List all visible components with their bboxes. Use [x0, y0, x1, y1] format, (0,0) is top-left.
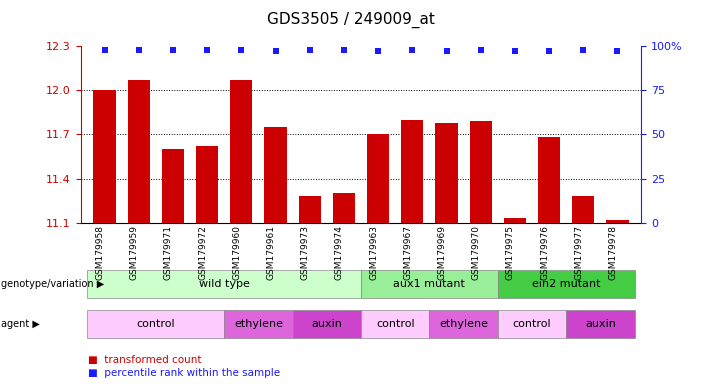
Bar	[538, 137, 560, 223]
Text: control: control	[512, 319, 551, 329]
Text: auxin: auxin	[585, 319, 615, 329]
Text: GSM179974: GSM179974	[335, 225, 344, 280]
Text: GSM179958: GSM179958	[95, 225, 104, 280]
Point	[612, 48, 623, 55]
Bar	[128, 80, 150, 223]
Bar	[504, 218, 526, 223]
Text: GDS3505 / 249009_at: GDS3505 / 249009_at	[266, 12, 435, 28]
Text: GSM179960: GSM179960	[232, 225, 241, 280]
Bar	[299, 196, 321, 223]
Text: GSM179977: GSM179977	[574, 225, 583, 280]
Point	[270, 48, 281, 55]
Bar	[264, 127, 287, 223]
Bar	[401, 120, 423, 223]
Point	[510, 48, 521, 55]
Text: wild type: wild type	[199, 279, 250, 289]
Text: GSM179963: GSM179963	[369, 225, 378, 280]
Point	[133, 46, 144, 53]
Bar	[230, 80, 252, 223]
Text: ethylene: ethylene	[234, 319, 283, 329]
Text: GSM179975: GSM179975	[506, 225, 515, 280]
Point	[475, 46, 486, 53]
Text: GSM179971: GSM179971	[164, 225, 173, 280]
Text: ethylene: ethylene	[439, 319, 488, 329]
Text: aux1 mutant: aux1 mutant	[393, 279, 465, 289]
Bar	[435, 122, 458, 223]
Bar	[333, 193, 355, 223]
Text: GSM179973: GSM179973	[301, 225, 310, 280]
Point	[236, 46, 247, 53]
Point	[407, 46, 418, 53]
Bar	[93, 90, 116, 223]
Text: GSM179976: GSM179976	[540, 225, 549, 280]
Point	[201, 46, 212, 53]
Text: GSM179959: GSM179959	[130, 225, 139, 280]
Text: GSM179970: GSM179970	[472, 225, 481, 280]
Bar	[162, 149, 184, 223]
Point	[441, 48, 452, 55]
Text: GSM179961: GSM179961	[266, 225, 275, 280]
Text: control: control	[137, 319, 175, 329]
Text: ■  percentile rank within the sample: ■ percentile rank within the sample	[88, 368, 280, 378]
Text: GSM179969: GSM179969	[437, 225, 447, 280]
Bar	[606, 220, 629, 223]
Text: control: control	[376, 319, 414, 329]
Text: ein2 mutant: ein2 mutant	[532, 279, 601, 289]
Bar	[367, 134, 389, 223]
Text: genotype/variation ▶: genotype/variation ▶	[1, 279, 104, 289]
Text: agent ▶: agent ▶	[1, 319, 40, 329]
Bar	[572, 196, 594, 223]
Text: GSM179978: GSM179978	[608, 225, 618, 280]
Text: ■  transformed count: ■ transformed count	[88, 355, 201, 365]
Text: GSM179967: GSM179967	[403, 225, 412, 280]
Point	[543, 48, 554, 55]
Bar	[196, 146, 218, 223]
Point	[304, 46, 315, 53]
Point	[372, 48, 383, 55]
Bar	[470, 121, 492, 223]
Point	[339, 46, 350, 53]
Point	[168, 46, 179, 53]
Text: GSM179972: GSM179972	[198, 225, 207, 280]
Point	[578, 46, 589, 53]
Point	[99, 46, 110, 53]
Text: auxin: auxin	[311, 319, 342, 329]
